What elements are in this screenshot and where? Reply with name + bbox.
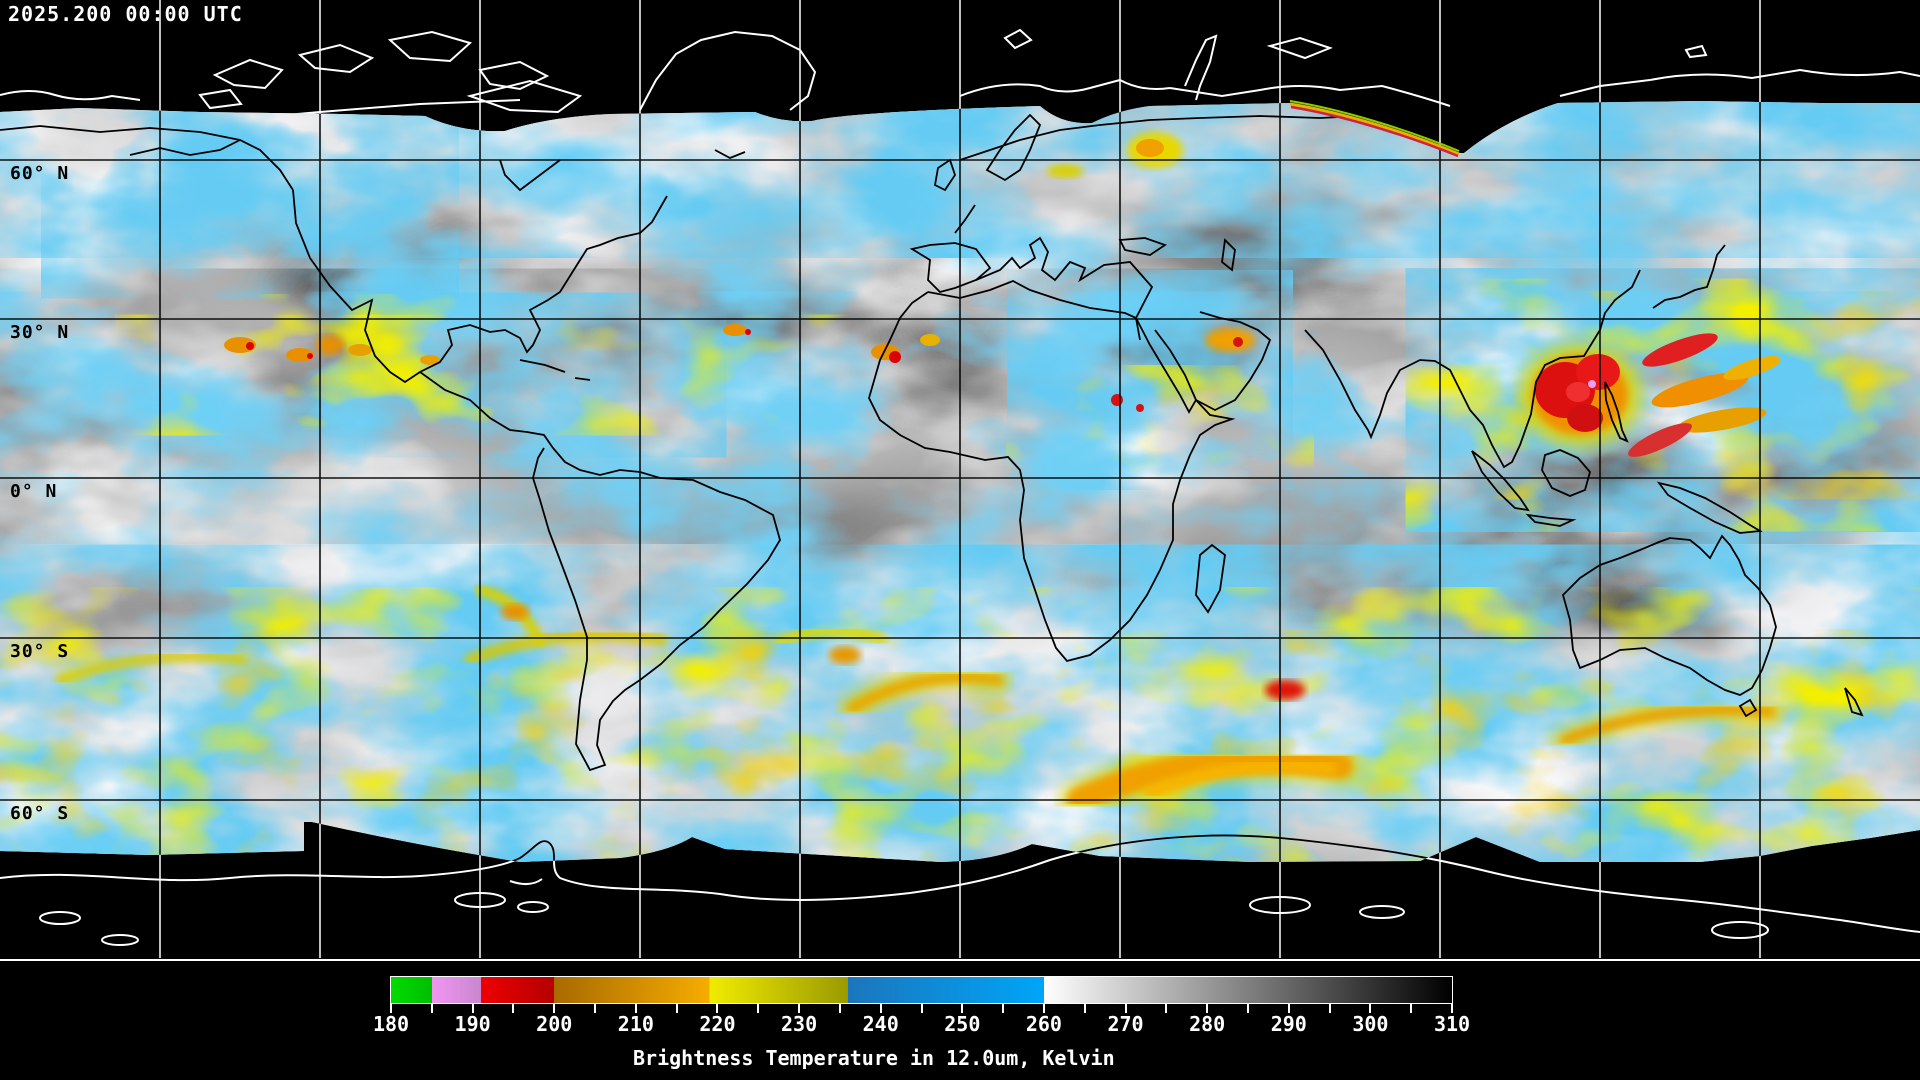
colorbar-tick: [1165, 1003, 1168, 1013]
colorbar-tick-label: 300: [1352, 1012, 1389, 1036]
colorbar-tick-label: 180: [372, 1012, 410, 1036]
colorbar-tick-label: 200: [536, 1012, 573, 1036]
coastlines: [0, 113, 1864, 862]
colorbar-tick-label: 240: [862, 1012, 899, 1036]
colorbar-labels: 180 190 200 210 220 230 240 250 260 270 280 290 300 3…: [373, 1012, 1470, 1038]
convective-cores: [224, 132, 1781, 700]
colorbar-tick: [512, 1003, 515, 1013]
lat-label-30n: 30° N: [10, 322, 70, 343]
graticule-black: [0, 101, 1920, 862]
colorbar-tick-label: 210: [617, 1012, 654, 1036]
colorbar-tick: [1451, 1003, 1453, 1013]
colorbar-tick-label: 220: [699, 1012, 736, 1036]
colorbar-tick: [634, 1003, 637, 1013]
colorbar-tick: [838, 1003, 841, 1013]
lat-label-30s: 30° S: [10, 641, 70, 662]
colorbar-tick-label: 230: [781, 1012, 818, 1036]
colorbar-tick-label: 280: [1189, 1012, 1226, 1036]
map-data-region: [0, 101, 1920, 862]
southern-storm-arcs: [55, 584, 1785, 822]
colorbar-tick-label: 190: [454, 1012, 491, 1036]
colorbar-tick: [1369, 1003, 1372, 1013]
lat-label-60n: 60° N: [10, 163, 70, 184]
colorbar-tick: [716, 1003, 719, 1013]
colorbar-tick-label: 270: [1107, 1012, 1144, 1036]
colorbar-tick: [1042, 1003, 1045, 1013]
terminator-arc: [1289, 100, 1460, 158]
colorbar-ticks: [390, 1003, 1453, 1014]
colorbar-tick: [1287, 1003, 1290, 1013]
colorbar-tick: [879, 1003, 882, 1013]
colorbar-title: Brightness Temperature in 12.0um, Kelvin: [633, 1046, 1115, 1070]
colorbar-tick: [553, 1003, 556, 1013]
colorbar-tick: [920, 1003, 923, 1013]
colorbar-tick: [675, 1003, 678, 1013]
colorbar-tick: [1083, 1003, 1086, 1013]
colorbar-tick: [1328, 1003, 1331, 1013]
lat-label-60s: 60° S: [10, 803, 70, 824]
colorbar-tick: [757, 1003, 760, 1013]
colorbar-tick: [1206, 1003, 1209, 1013]
colorbar-tick-label: 260: [1025, 1012, 1062, 1036]
colorbar-tick-label: 250: [944, 1012, 981, 1036]
colorbar-tick: [594, 1003, 597, 1013]
colorbar-tick: [1410, 1003, 1413, 1013]
colorbar-tick-label: 310: [1433, 1012, 1471, 1036]
colorbar-tick: [471, 1003, 474, 1013]
colorbar-tick: [390, 1003, 392, 1013]
colorbar-tick: [1246, 1003, 1249, 1013]
colorbar-tick: [798, 1003, 801, 1013]
colorbar-tick: [430, 1003, 433, 1013]
colorbar-tick: [961, 1003, 964, 1013]
colorbar-tick: [1002, 1003, 1005, 1013]
lat-label-0n: 0° N: [10, 481, 58, 502]
colorbar-tick: [1124, 1003, 1127, 1013]
timestamp: 2025.200 00:00 UTC: [8, 2, 243, 26]
colorbar: [391, 977, 1452, 1003]
colorbar-tick-label: 290: [1270, 1012, 1307, 1036]
